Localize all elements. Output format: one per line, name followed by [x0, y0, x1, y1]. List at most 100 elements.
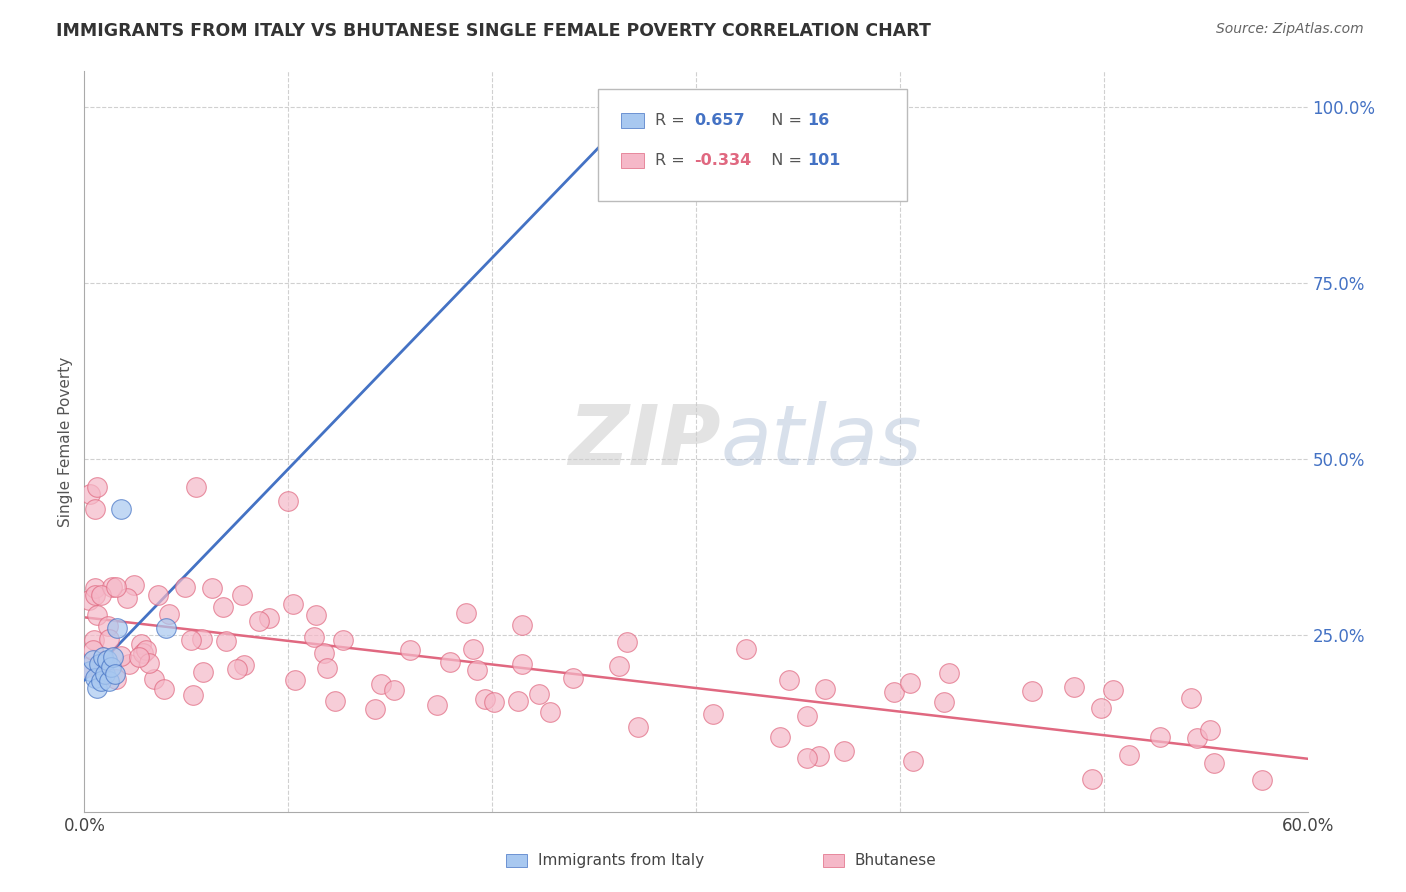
Point	[201, 582, 224, 596]
Point	[456, 606, 478, 620]
Point	[302, 630, 325, 644]
Point	[97, 632, 120, 647]
Point	[90, 667, 112, 681]
Point	[901, 754, 924, 768]
Point	[90, 658, 112, 673]
Point	[91, 649, 114, 664]
Point	[101, 580, 124, 594]
Point	[110, 648, 132, 663]
Point	[79, 487, 101, 501]
Point	[778, 673, 800, 687]
Point	[93, 654, 115, 668]
Point	[143, 672, 166, 686]
Point	[1149, 730, 1171, 744]
Point	[538, 705, 561, 719]
Point	[461, 642, 484, 657]
Point	[90, 588, 112, 602]
Point	[1180, 691, 1202, 706]
Point	[186, 480, 208, 494]
Point	[932, 694, 955, 708]
Point	[90, 674, 112, 689]
Point	[832, 744, 855, 758]
Point	[769, 731, 792, 745]
Point	[83, 671, 105, 685]
Text: R =: R =	[655, 153, 690, 168]
Point	[616, 635, 638, 649]
Point	[180, 632, 202, 647]
Point	[1081, 772, 1104, 786]
Point	[312, 646, 335, 660]
Point	[232, 657, 254, 672]
Point	[76, 660, 98, 674]
Point	[231, 588, 253, 602]
Point	[323, 693, 346, 707]
Point	[100, 660, 122, 674]
Point	[562, 671, 585, 685]
Point	[96, 653, 118, 667]
Text: -0.334: -0.334	[695, 153, 752, 168]
Text: N =: N =	[761, 113, 807, 128]
Point	[146, 588, 169, 602]
Point	[257, 611, 280, 625]
Text: 16: 16	[807, 113, 830, 128]
Point	[1118, 747, 1140, 762]
Point	[316, 661, 339, 675]
Point	[101, 649, 124, 664]
Text: Bhutanese: Bhutanese	[855, 853, 936, 868]
Point	[115, 591, 138, 605]
Point	[332, 633, 354, 648]
Text: 0.657: 0.657	[695, 113, 745, 128]
Point	[155, 621, 177, 635]
Point	[86, 480, 108, 494]
Text: ZIP: ZIP	[568, 401, 720, 482]
Point	[938, 666, 960, 681]
Point	[796, 709, 818, 723]
Point	[105, 621, 128, 635]
Point	[529, 687, 551, 701]
Point	[82, 653, 104, 667]
Point	[215, 634, 238, 648]
Point	[426, 698, 449, 712]
Point	[512, 657, 534, 671]
Point	[813, 681, 835, 696]
Point	[363, 702, 385, 716]
Point	[281, 597, 304, 611]
Point	[84, 588, 107, 602]
Point	[382, 682, 405, 697]
Point	[105, 580, 128, 594]
Point	[305, 607, 328, 622]
Point	[796, 751, 818, 765]
Point	[702, 706, 724, 721]
Point	[1090, 701, 1112, 715]
Point	[104, 673, 127, 687]
Point	[607, 658, 630, 673]
Text: Source: ZipAtlas.com: Source: ZipAtlas.com	[1216, 22, 1364, 37]
Point	[1204, 756, 1226, 770]
Point	[135, 643, 157, 657]
Point	[86, 607, 108, 622]
Point	[104, 667, 127, 681]
Point	[83, 501, 105, 516]
Text: N =: N =	[761, 153, 807, 168]
Point	[86, 681, 108, 696]
Point	[370, 677, 392, 691]
Point	[181, 688, 204, 702]
Point	[883, 685, 905, 699]
Point	[138, 656, 160, 670]
Point	[87, 657, 110, 671]
Point	[173, 580, 195, 594]
Point	[77, 593, 100, 607]
Point	[118, 657, 141, 671]
Point	[193, 665, 215, 679]
Point	[97, 674, 120, 689]
Point	[277, 494, 299, 508]
Text: R =: R =	[655, 113, 690, 128]
Point	[83, 632, 105, 647]
Point	[153, 681, 176, 696]
Point	[808, 749, 831, 764]
Point	[510, 617, 533, 632]
Point	[226, 661, 249, 675]
Point	[129, 636, 152, 650]
Point	[159, 607, 181, 622]
Y-axis label: Single Female Poverty: Single Female Poverty	[58, 357, 73, 526]
